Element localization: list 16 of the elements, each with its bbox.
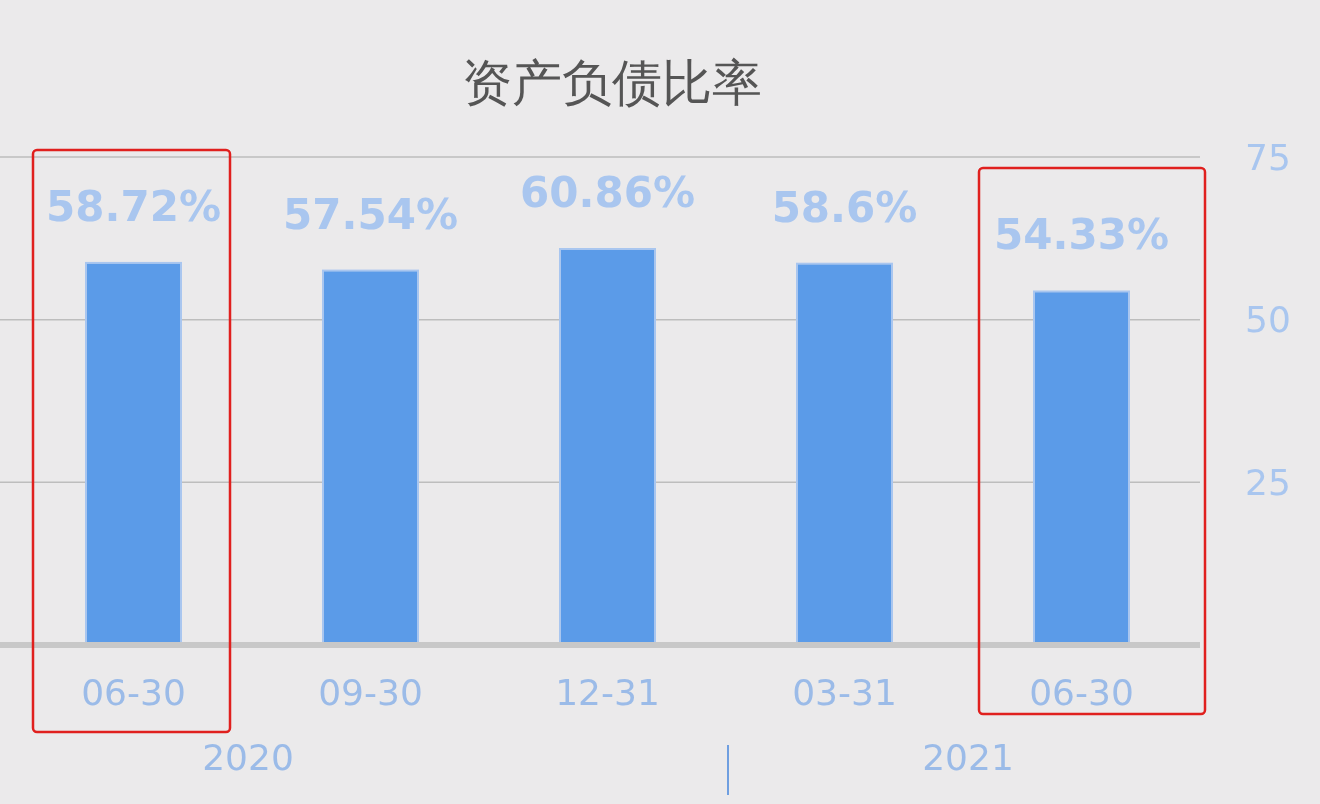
x-tick-label: 09-30 <box>318 672 423 713</box>
x-tick-label: 06-30 <box>81 672 186 713</box>
chart-title: 资产负债比率 <box>462 54 762 112</box>
y-tick-label: 25 <box>1245 461 1291 503</box>
data-label: 58.6% <box>771 182 918 232</box>
x-tick-label: 06-30 <box>1029 672 1134 713</box>
data-label: 60.86% <box>520 168 695 217</box>
data-label: 54.33% <box>994 210 1169 260</box>
y-tick-label: 75 <box>1245 136 1291 178</box>
text: 2020 <box>202 737 294 778</box>
x-tick-label: 12-31 <box>555 672 660 713</box>
x-tick-label: 03-31 <box>792 672 897 713</box>
text: 2021 <box>922 737 1014 778</box>
y-tick-label: 50 <box>1245 299 1291 341</box>
data-label: 57.54% <box>283 189 458 239</box>
data-label: 58.72% <box>46 181 221 231</box>
